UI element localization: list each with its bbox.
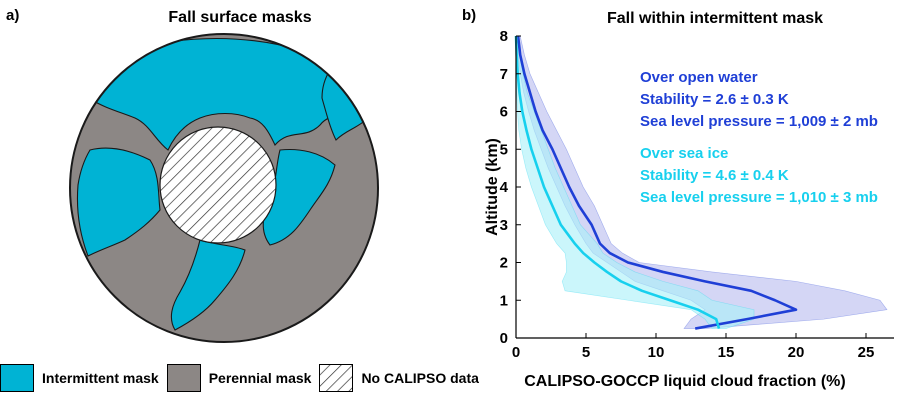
y-tick-label: 4 [500,179,509,196]
series-1-annotation-line: Over sea ice [640,145,728,162]
intermittent-region-south [170,239,246,331]
y-tick-label: 5 [500,141,508,158]
x-tick-label: 25 [858,344,875,361]
legend-item-no-data: No CALIPSO data [319,364,479,392]
arctic-surface-mask-map [69,33,379,343]
legend-label-intermittent: Intermittent mask [42,370,159,386]
x-axis-label: CALIPSO-GOCCP liquid cloud fraction (%) [524,373,845,390]
perennial-swatch [166,364,201,392]
x-tick-label: 10 [648,344,665,361]
x-tick-label: 5 [582,344,590,361]
series-1-line [514,35,721,329]
series-0-annotation-line: Stability = 2.6 ± 0.3 K [640,91,789,108]
series-1-annotation-line: Stability = 4.6 ± 0.4 K [640,167,789,184]
legend-label-no-data: No CALIPSO data [361,370,479,386]
map-legend: Intermittent mask Perennial mask No CALI… [0,362,487,394]
series-0-annotation-line: Sea level pressure = 1,009 ± 2 mb [640,113,878,130]
map-outer-ring [69,33,379,343]
series-0-line [516,35,798,330]
y-tick-label: 6 [500,104,508,121]
intermittent-swatch [0,364,34,392]
y-tick-label: 7 [500,66,508,83]
legend-item-intermittent: Intermittent mask [0,364,159,392]
legend-item-perennial: Perennial mask [166,364,312,392]
legend-label-perennial: Perennial mask [208,370,312,386]
y-tick-label: 0 [500,330,508,347]
no-data-swatch [319,364,354,392]
y-tick-label: 2 [500,255,508,272]
panel-a-label: a) [6,7,20,24]
panel-b-label: b) [462,7,477,24]
y-tick-label: 1 [500,292,508,309]
x-tick-label: 20 [788,344,805,361]
chart-title: Fall within intermittent mask [606,10,824,27]
series-1-annotation-line: Sea level pressure = 1,010 ± 3 mb [640,189,878,206]
intermittent-region-west [76,147,161,257]
no-data-pole-region [159,126,277,244]
series-0-annotation-line: Over open water [640,69,758,86]
y-tick-label: 8 [500,28,508,45]
y-axis-label: Altitude (km) [484,138,501,236]
y-tick-label: 3 [500,217,508,234]
x-tick-label: 0 [512,344,520,361]
panel-a-title: Fall surface masks [168,9,312,26]
x-tick-label: 15 [718,344,735,361]
